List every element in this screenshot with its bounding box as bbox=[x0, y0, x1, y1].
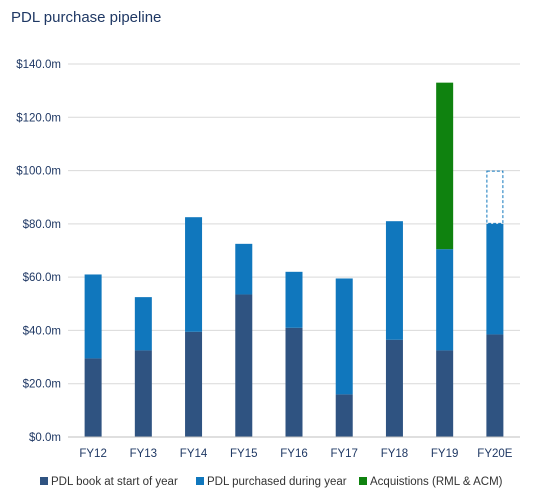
x-tick-label: FY15 bbox=[230, 448, 258, 460]
legend-swatch bbox=[196, 477, 204, 485]
forecast-outline-bar bbox=[486, 170, 504, 224]
bar-segment bbox=[385, 221, 403, 340]
legend-label: PDL purchased during year bbox=[207, 476, 347, 488]
bar-segment bbox=[486, 334, 504, 437]
y-tick-label: $40.0m bbox=[23, 325, 61, 337]
bar-segment bbox=[235, 294, 253, 437]
legend-swatch bbox=[40, 477, 48, 485]
legend-label: PDL book at start of year bbox=[51, 476, 178, 488]
bar-segment bbox=[436, 350, 454, 437]
x-axis-ticks: FY12 FY13 FY14 FY15 FY16 FY17 FY18 FY19 FY20E bbox=[79, 448, 512, 460]
x-tick-label: FY13 bbox=[130, 448, 158, 460]
bar-segment bbox=[285, 327, 303, 437]
legend-item: PDL book at start of year bbox=[40, 476, 178, 488]
legend-item: Acquistions (RML & ACM) bbox=[359, 476, 503, 488]
bar-segment bbox=[385, 339, 403, 437]
legend: PDL book at start of year PDL purchased d… bbox=[40, 476, 503, 488]
bar-segment bbox=[134, 297, 152, 351]
legend-item: PDL purchased during year bbox=[196, 476, 347, 488]
x-tick-label: FY18 bbox=[381, 448, 409, 460]
bar-segment bbox=[335, 394, 353, 437]
bar-segment bbox=[436, 82, 454, 250]
y-tick-label: $120.0m bbox=[16, 112, 61, 124]
y-tick-label: $140.0m bbox=[16, 59, 61, 71]
y-tick-label: $80.0m bbox=[23, 219, 61, 231]
y-tick-label: $100.0m bbox=[16, 166, 61, 178]
x-tick-label: FY14 bbox=[180, 448, 208, 460]
x-tick-label: FY17 bbox=[330, 448, 358, 460]
bar-segment bbox=[84, 274, 102, 359]
bar-segment bbox=[134, 350, 152, 437]
legend-label: Acquistions (RML & ACM) bbox=[370, 476, 503, 488]
x-tick-label: FY12 bbox=[79, 448, 107, 460]
x-tick-label: FY19 bbox=[431, 448, 459, 460]
bars bbox=[84, 82, 504, 437]
chart-title: PDL purchase pipeline bbox=[11, 9, 161, 26]
x-tick-label: FY16 bbox=[280, 448, 308, 460]
bar-segment bbox=[486, 223, 504, 335]
bar-segment bbox=[84, 358, 102, 437]
y-tick-label: $20.0m bbox=[23, 379, 61, 391]
bar-segment bbox=[185, 331, 203, 437]
y-tick-label: $0.0m bbox=[29, 432, 61, 444]
bar-segment bbox=[235, 243, 253, 295]
bar-segment bbox=[436, 249, 454, 351]
bar-segment bbox=[285, 271, 303, 328]
bar-segment bbox=[335, 278, 353, 395]
legend-swatch bbox=[359, 477, 367, 485]
x-tick-label: FY20E bbox=[477, 448, 512, 460]
bar-segment bbox=[185, 217, 203, 332]
y-axis-ticks: $0.0m $20.0m $40.0m $60.0m $80.0m $100.0m $120… bbox=[16, 59, 61, 444]
y-tick-label: $60.0m bbox=[23, 272, 61, 284]
